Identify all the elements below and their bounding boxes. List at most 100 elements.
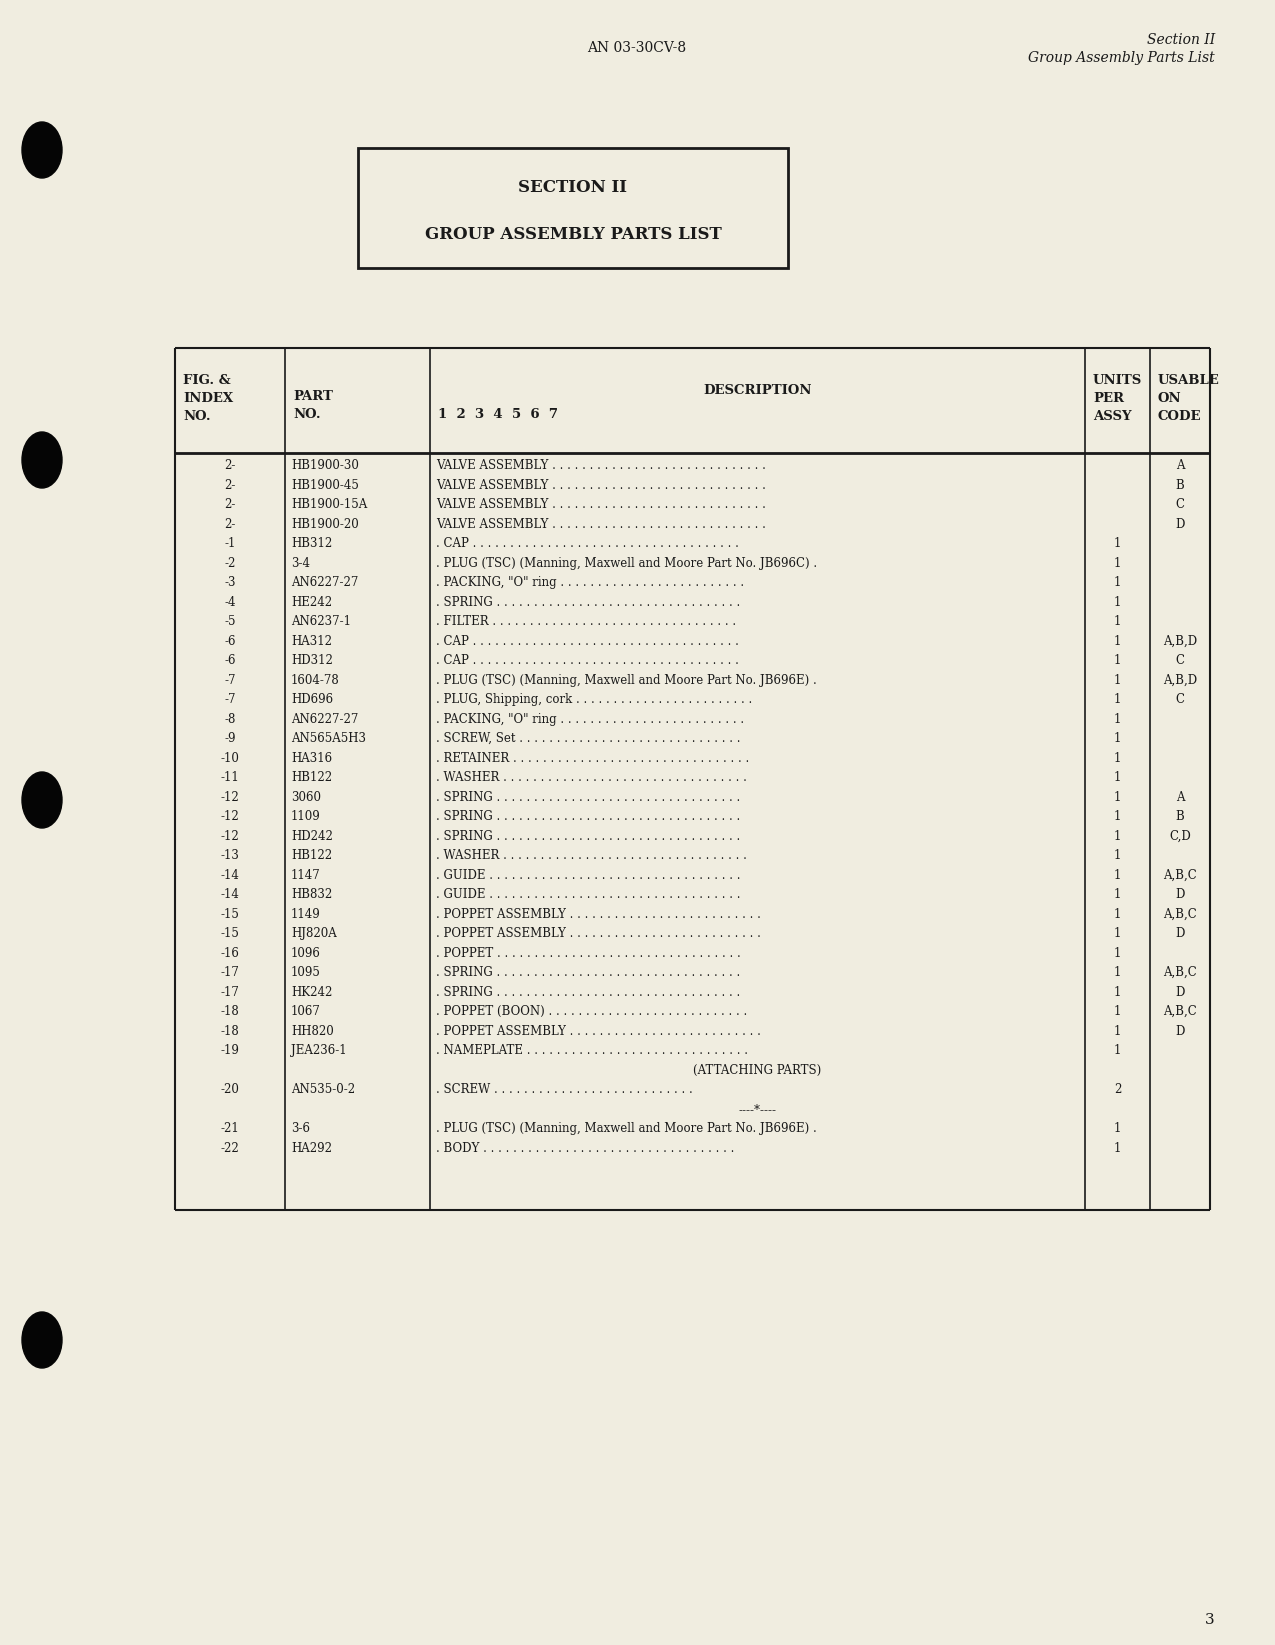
Text: 1: 1 bbox=[1114, 888, 1121, 901]
Text: . POPPET . . . . . . . . . . . . . . . . . . . . . . . . . . . . . . . . .: . POPPET . . . . . . . . . . . . . . . .… bbox=[436, 946, 741, 959]
Text: . PACKING, "O" ring . . . . . . . . . . . . . . . . . . . . . . . . .: . PACKING, "O" ring . . . . . . . . . . … bbox=[436, 712, 745, 725]
Text: AN6227-27: AN6227-27 bbox=[291, 712, 358, 725]
Text: . SPRING . . . . . . . . . . . . . . . . . . . . . . . . . . . . . . . . .: . SPRING . . . . . . . . . . . . . . . .… bbox=[436, 966, 741, 979]
Text: . POPPET ASSEMBLY . . . . . . . . . . . . . . . . . . . . . . . . . .: . POPPET ASSEMBLY . . . . . . . . . . . … bbox=[436, 1025, 761, 1038]
Text: 1: 1 bbox=[1114, 595, 1121, 609]
Text: 1149: 1149 bbox=[291, 908, 321, 921]
Text: -16: -16 bbox=[221, 946, 240, 959]
Text: . NAMEPLATE . . . . . . . . . . . . . . . . . . . . . . . . . . . . . .: . NAMEPLATE . . . . . . . . . . . . . . … bbox=[436, 1045, 748, 1058]
Text: 1604-78: 1604-78 bbox=[291, 674, 339, 686]
Text: HB1900-20: HB1900-20 bbox=[291, 518, 358, 531]
Text: VALVE ASSEMBLY . . . . . . . . . . . . . . . . . . . . . . . . . . . . .: VALVE ASSEMBLY . . . . . . . . . . . . .… bbox=[436, 459, 766, 472]
Text: HB1900-45: HB1900-45 bbox=[291, 479, 358, 492]
Text: . POPPET (BOON) . . . . . . . . . . . . . . . . . . . . . . . . . . .: . POPPET (BOON) . . . . . . . . . . . . … bbox=[436, 1005, 747, 1018]
Text: 1: 1 bbox=[1114, 712, 1121, 725]
Text: A,B,C: A,B,C bbox=[1163, 869, 1197, 882]
Text: -10: -10 bbox=[221, 752, 240, 765]
Text: -21: -21 bbox=[221, 1122, 240, 1135]
Text: 1109: 1109 bbox=[291, 811, 321, 822]
Text: 1096: 1096 bbox=[291, 946, 321, 959]
Text: 1067: 1067 bbox=[291, 1005, 321, 1018]
Text: HK242: HK242 bbox=[291, 985, 333, 999]
Text: HB832: HB832 bbox=[291, 888, 333, 901]
Text: -4: -4 bbox=[224, 595, 236, 609]
Text: D: D bbox=[1176, 888, 1184, 901]
Text: -20: -20 bbox=[221, 1082, 240, 1096]
Text: 1: 1 bbox=[1114, 556, 1121, 569]
Bar bbox=[358, 148, 788, 268]
Text: C: C bbox=[1176, 655, 1184, 668]
Text: . PLUG (TSC) (Manning, Maxwell and Moore Part No. JB696E) .: . PLUG (TSC) (Manning, Maxwell and Moore… bbox=[436, 1122, 817, 1135]
Text: 1: 1 bbox=[1114, 655, 1121, 668]
Text: FIG. &
INDEX
NO.: FIG. & INDEX NO. bbox=[184, 373, 233, 423]
Text: 1: 1 bbox=[1114, 1142, 1121, 1155]
Text: . SPRING . . . . . . . . . . . . . . . . . . . . . . . . . . . . . . . . .: . SPRING . . . . . . . . . . . . . . . .… bbox=[436, 811, 741, 822]
Text: -3: -3 bbox=[224, 576, 236, 589]
Text: HB1900-30: HB1900-30 bbox=[291, 459, 358, 472]
Text: HA312: HA312 bbox=[291, 635, 332, 648]
Text: -5: -5 bbox=[224, 615, 236, 628]
Text: 2-: 2- bbox=[224, 518, 236, 531]
Text: 3060: 3060 bbox=[291, 791, 321, 804]
Text: -11: -11 bbox=[221, 772, 240, 785]
Text: . WASHER . . . . . . . . . . . . . . . . . . . . . . . . . . . . . . . . .: . WASHER . . . . . . . . . . . . . . . .… bbox=[436, 772, 747, 785]
Text: 1: 1 bbox=[1114, 1005, 1121, 1018]
Text: . CAP . . . . . . . . . . . . . . . . . . . . . . . . . . . . . . . . . . . .: . CAP . . . . . . . . . . . . . . . . . … bbox=[436, 635, 740, 648]
Text: . SPRING . . . . . . . . . . . . . . . . . . . . . . . . . . . . . . . . .: . SPRING . . . . . . . . . . . . . . . .… bbox=[436, 985, 741, 999]
Text: AN565A5H3: AN565A5H3 bbox=[291, 732, 366, 745]
Text: 1: 1 bbox=[1114, 674, 1121, 686]
Text: PART
NO.: PART NO. bbox=[293, 390, 333, 421]
Text: -18: -18 bbox=[221, 1025, 240, 1038]
Text: . PLUG (TSC) (Manning, Maxwell and Moore Part No. JB696E) .: . PLUG (TSC) (Manning, Maxwell and Moore… bbox=[436, 674, 817, 686]
Text: . POPPET ASSEMBLY . . . . . . . . . . . . . . . . . . . . . . . . . .: . POPPET ASSEMBLY . . . . . . . . . . . … bbox=[436, 928, 761, 941]
Text: (ATTACHING PARTS): (ATTACHING PARTS) bbox=[694, 1064, 821, 1077]
Text: D: D bbox=[1176, 985, 1184, 999]
Text: -12: -12 bbox=[221, 829, 240, 842]
Text: HD312: HD312 bbox=[291, 655, 333, 668]
Text: -2: -2 bbox=[224, 556, 236, 569]
Text: A: A bbox=[1176, 791, 1184, 804]
Text: -17: -17 bbox=[221, 966, 240, 979]
Text: ----*----: ----*---- bbox=[738, 1102, 776, 1115]
Ellipse shape bbox=[22, 1313, 62, 1369]
Text: . SPRING . . . . . . . . . . . . . . . . . . . . . . . . . . . . . . . . .: . SPRING . . . . . . . . . . . . . . . .… bbox=[436, 829, 741, 842]
Text: HA292: HA292 bbox=[291, 1142, 332, 1155]
Text: -6: -6 bbox=[224, 635, 236, 648]
Text: VALVE ASSEMBLY . . . . . . . . . . . . . . . . . . . . . . . . . . . . .: VALVE ASSEMBLY . . . . . . . . . . . . .… bbox=[436, 518, 766, 531]
Ellipse shape bbox=[22, 433, 62, 489]
Text: HD696: HD696 bbox=[291, 693, 333, 706]
Text: . SPRING . . . . . . . . . . . . . . . . . . . . . . . . . . . . . . . . .: . SPRING . . . . . . . . . . . . . . . .… bbox=[436, 595, 741, 609]
Text: HB122: HB122 bbox=[291, 849, 332, 862]
Text: SECTION II: SECTION II bbox=[519, 179, 627, 196]
Text: 2-: 2- bbox=[224, 498, 236, 512]
Text: A,B,D: A,B,D bbox=[1163, 674, 1197, 686]
Text: AN6227-27: AN6227-27 bbox=[291, 576, 358, 589]
Text: B: B bbox=[1176, 811, 1184, 822]
Text: A,B,C: A,B,C bbox=[1163, 1005, 1197, 1018]
Text: -9: -9 bbox=[224, 732, 236, 745]
Text: -17: -17 bbox=[221, 985, 240, 999]
Text: D: D bbox=[1176, 1025, 1184, 1038]
Text: -12: -12 bbox=[221, 791, 240, 804]
Text: A,B,C: A,B,C bbox=[1163, 908, 1197, 921]
Text: 1: 1 bbox=[1114, 752, 1121, 765]
Text: . SCREW . . . . . . . . . . . . . . . . . . . . . . . . . . .: . SCREW . . . . . . . . . . . . . . . . … bbox=[436, 1082, 692, 1096]
Text: . PACKING, "O" ring . . . . . . . . . . . . . . . . . . . . . . . . .: . PACKING, "O" ring . . . . . . . . . . … bbox=[436, 576, 745, 589]
Text: C,D: C,D bbox=[1169, 829, 1191, 842]
Text: DESCRIPTION: DESCRIPTION bbox=[704, 383, 812, 396]
Text: 1: 1 bbox=[1114, 693, 1121, 706]
Text: GROUP ASSEMBLY PARTS LIST: GROUP ASSEMBLY PARTS LIST bbox=[425, 225, 722, 243]
Text: C: C bbox=[1176, 693, 1184, 706]
Text: . PLUG, Shipping, cork . . . . . . . . . . . . . . . . . . . . . . . .: . PLUG, Shipping, cork . . . . . . . . .… bbox=[436, 693, 752, 706]
Text: 1: 1 bbox=[1114, 1122, 1121, 1135]
Text: . GUIDE . . . . . . . . . . . . . . . . . . . . . . . . . . . . . . . . . .: . GUIDE . . . . . . . . . . . . . . . . … bbox=[436, 888, 741, 901]
Text: . BODY . . . . . . . . . . . . . . . . . . . . . . . . . . . . . . . . . .: . BODY . . . . . . . . . . . . . . . . .… bbox=[436, 1142, 734, 1155]
Text: -6: -6 bbox=[224, 655, 236, 668]
Text: -18: -18 bbox=[221, 1005, 240, 1018]
Text: -14: -14 bbox=[221, 869, 240, 882]
Text: A,B,C: A,B,C bbox=[1163, 966, 1197, 979]
Text: -15: -15 bbox=[221, 908, 240, 921]
Text: . GUIDE . . . . . . . . . . . . . . . . . . . . . . . . . . . . . . . . . .: . GUIDE . . . . . . . . . . . . . . . . … bbox=[436, 869, 741, 882]
Text: 3: 3 bbox=[1205, 1614, 1215, 1627]
Text: -8: -8 bbox=[224, 712, 236, 725]
